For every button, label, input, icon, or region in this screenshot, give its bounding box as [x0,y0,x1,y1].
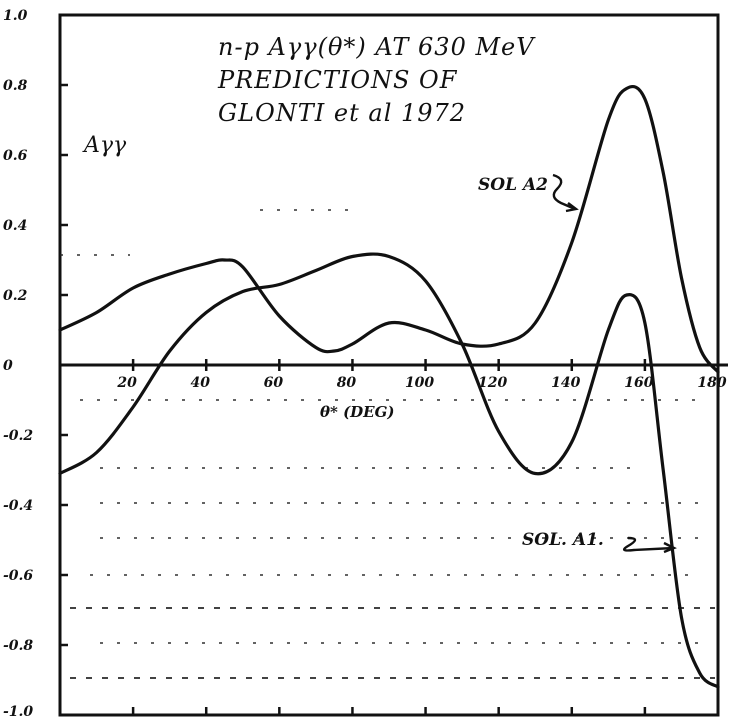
x-axis: 20 40 60 80 100 120 140 160 180 [116,359,727,715]
y-tick-label: -0.4 [3,498,33,514]
annotation-sol-a2-arrow [552,173,576,211]
annotation-sol-a1-arrowhead [663,541,677,554]
x-tick-label: 60 [264,375,284,391]
y-tick-label: 0.8 [3,78,28,94]
series-line-sol-a1 [58,252,720,689]
y-axis-label: Aγγ [82,133,127,158]
y-tick-label: 0.4 [3,218,27,234]
series-lines [58,84,720,689]
y-tick-label: -0.2 [3,428,33,444]
y-tick-label: 0 [3,358,13,374]
x-tick-label: 100 [405,375,434,391]
chart-title-line-2: PREDICTIONS OF [217,66,458,94]
annotation-sol-a2: SOL A2 [478,175,548,195]
y-tick-label: 0.2 [3,288,28,304]
x-tick-label: 80 [337,375,357,391]
y-tick-label: -1.0 [3,704,33,720]
annotation-sol-a1-arrow [622,536,675,552]
chart-title-line-1: n-p Aγγ(θ*) AT 630 MeV [218,33,536,61]
x-tick-label: 120 [478,375,507,391]
x-axis-label: θ* (DEG) [320,403,395,421]
y-tick-label: 1.0 [3,8,28,24]
background-dots [60,209,715,679]
y-tick-label: 0.6 [3,148,28,164]
series-line-sol-a2 [58,84,720,374]
x-tick-label: 40 [190,375,210,391]
x-tick-label: 180 [697,375,726,391]
annotation-sol-a2-arrowhead [565,202,579,213]
y-axis: 1.0 0.8 0.6 0.4 0.2 0 -0.2 -0.4 -0.6 -0.8 -1.0 [3,8,68,720]
x-tick-label: 20 [116,375,137,391]
x-tick-label: 160 [624,375,653,391]
y-tick-label: -0.6 [3,568,33,584]
y-tick-label: -0.8 [3,638,33,654]
x-tick-label: 140 [551,375,580,391]
chart-title-line-3: GLONTI et al 1972 [218,99,466,127]
annotation-sol-a1: SOL. A1. [522,530,604,550]
